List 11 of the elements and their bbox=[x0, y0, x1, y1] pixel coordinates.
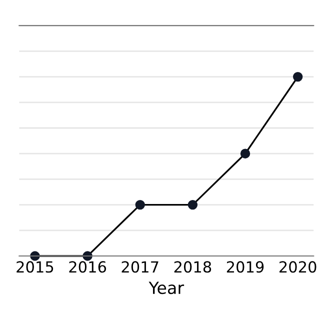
x-tick-label: 2016 bbox=[69, 261, 106, 273]
point bbox=[240, 148, 250, 158]
x-tick-label: 2015 bbox=[16, 261, 54, 273]
x-tick-label: 2018 bbox=[174, 261, 212, 273]
x-tick-label: 2017 bbox=[122, 261, 158, 273]
point bbox=[135, 200, 145, 210]
x-axis-title: Year bbox=[148, 282, 184, 294]
point bbox=[188, 200, 198, 210]
point bbox=[292, 72, 303, 82]
x-tick-label: 2020 bbox=[280, 261, 316, 273]
x-tick-label: 2019 bbox=[226, 261, 264, 273]
